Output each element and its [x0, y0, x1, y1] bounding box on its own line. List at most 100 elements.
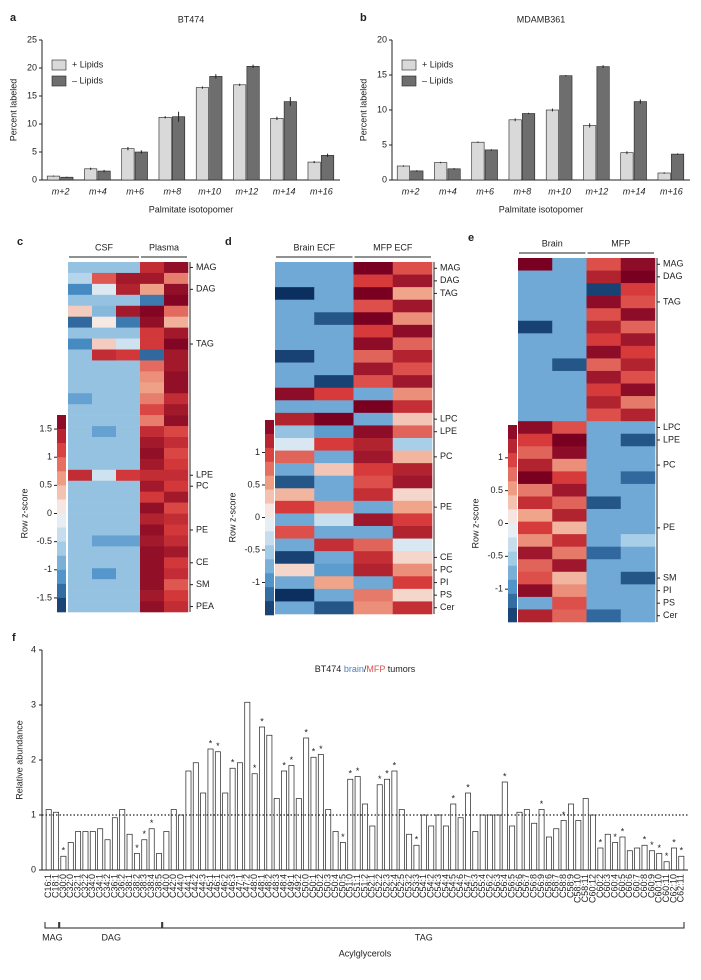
heat-cell — [275, 551, 315, 565]
heat-cell — [92, 327, 117, 339]
bar — [172, 116, 186, 181]
bar — [237, 762, 243, 871]
x-tick-label: m+4 — [89, 186, 107, 196]
x-tick-label: C34:0 — [87, 874, 97, 898]
heat-cell — [586, 370, 622, 384]
row-group-label: PE — [663, 522, 675, 532]
heat-cell — [314, 588, 354, 602]
heat-cell — [92, 360, 117, 372]
heat-cell — [314, 262, 354, 275]
x-tick-label: C52:5 — [396, 874, 406, 898]
heat-cell — [314, 287, 354, 301]
heat-cell — [68, 491, 93, 503]
x-tick-label: C50:2 — [315, 874, 325, 898]
y-tick-label: 15 — [27, 90, 37, 100]
column-group-label: CSF — [95, 242, 114, 252]
heat-cell — [116, 557, 141, 569]
heat-cell — [552, 609, 587, 623]
heat-cell — [164, 546, 189, 558]
heat-cell — [275, 387, 315, 401]
heat-cell — [275, 475, 315, 489]
colorbar-step — [57, 415, 66, 430]
heat-cell — [353, 287, 394, 301]
heat-cell — [314, 500, 354, 514]
heat-cell — [518, 295, 553, 309]
heat-cell — [68, 557, 93, 569]
x-tick-label: C50:4 — [330, 874, 340, 898]
heat-cell — [164, 568, 189, 580]
heat-cell — [314, 463, 354, 477]
significance-star: * — [650, 840, 654, 850]
x-tick-label: C60:4 — [609, 874, 619, 898]
x-tick-label: C51:0 — [345, 874, 355, 898]
panel-letter: b — [360, 12, 367, 24]
heat-cell — [314, 488, 354, 502]
x-tick-label: C50:1 — [308, 874, 318, 898]
bar — [657, 172, 671, 181]
colorbar-step — [508, 565, 517, 581]
heat-cell — [392, 362, 433, 376]
heat-cell — [353, 400, 394, 414]
heat-cell — [620, 370, 656, 384]
heat-cell — [518, 521, 553, 535]
bar — [465, 792, 471, 871]
row-group-label: Cer — [440, 602, 455, 612]
colorbar-tick-label: -0.5 — [487, 551, 503, 561]
legend-label: + Lipids — [72, 59, 104, 69]
x-tick-label: C60:12 — [587, 874, 597, 903]
y-tick-label: 10 — [377, 104, 387, 114]
heat-cell — [552, 295, 587, 309]
heat-cell — [586, 446, 622, 460]
y-tick-label: 10 — [27, 118, 37, 128]
bar — [516, 811, 523, 871]
heat-cell — [353, 312, 394, 326]
group-label: DAG — [101, 932, 121, 942]
x-tick-label: C60:11 — [661, 874, 671, 902]
heat-cell — [140, 338, 165, 350]
heat-cell — [620, 584, 656, 598]
colorbar-step — [265, 601, 274, 616]
heat-cell — [275, 438, 315, 451]
heat-cell — [620, 458, 656, 472]
heat-cell — [275, 538, 315, 552]
y-tick-label: 5 — [32, 146, 37, 156]
row-group-label: LPC — [663, 422, 681, 432]
heat-cell — [140, 360, 165, 372]
heat-cell — [164, 349, 189, 361]
heat-cell — [116, 513, 141, 525]
x-tick-label: C44:3 — [198, 874, 208, 898]
bar — [671, 153, 685, 181]
row-group-label: PC — [440, 564, 453, 574]
bar — [156, 853, 162, 871]
x-tick-label: C30:0 — [58, 874, 68, 898]
colorbar-tick-label: 0 — [255, 512, 260, 522]
heat-cell — [620, 421, 656, 435]
significance-star: * — [452, 793, 456, 803]
x-tick-label: C56:4 — [499, 874, 509, 898]
x-tick-label: C32:2 — [80, 874, 90, 898]
heat-cell — [92, 535, 117, 547]
bar — [45, 809, 52, 871]
heat-cell — [92, 404, 117, 416]
heat-cell — [140, 458, 165, 471]
bar — [340, 842, 346, 871]
bar — [82, 831, 89, 871]
group-bracket — [44, 922, 60, 929]
heat-cell — [586, 584, 622, 598]
heat-cell — [586, 471, 622, 485]
heat-cell — [275, 262, 315, 275]
x-tick-label: C50:0 — [301, 874, 311, 898]
x-tick-label: m+6 — [126, 186, 144, 196]
heat-cell — [518, 320, 553, 334]
y-tick-label: 4 — [31, 644, 36, 654]
heat-cell — [353, 375, 394, 389]
significance-star: * — [665, 851, 669, 861]
heat-cell — [275, 274, 315, 288]
colorbar-tick-label: 0.5 — [39, 480, 52, 490]
heat-cell — [275, 488, 315, 502]
bar — [531, 822, 538, 871]
colorbar-step — [57, 485, 66, 500]
colorbar-step — [57, 583, 66, 599]
group-label: TAG — [415, 932, 433, 942]
x-tick-label: m+4 — [439, 186, 457, 196]
